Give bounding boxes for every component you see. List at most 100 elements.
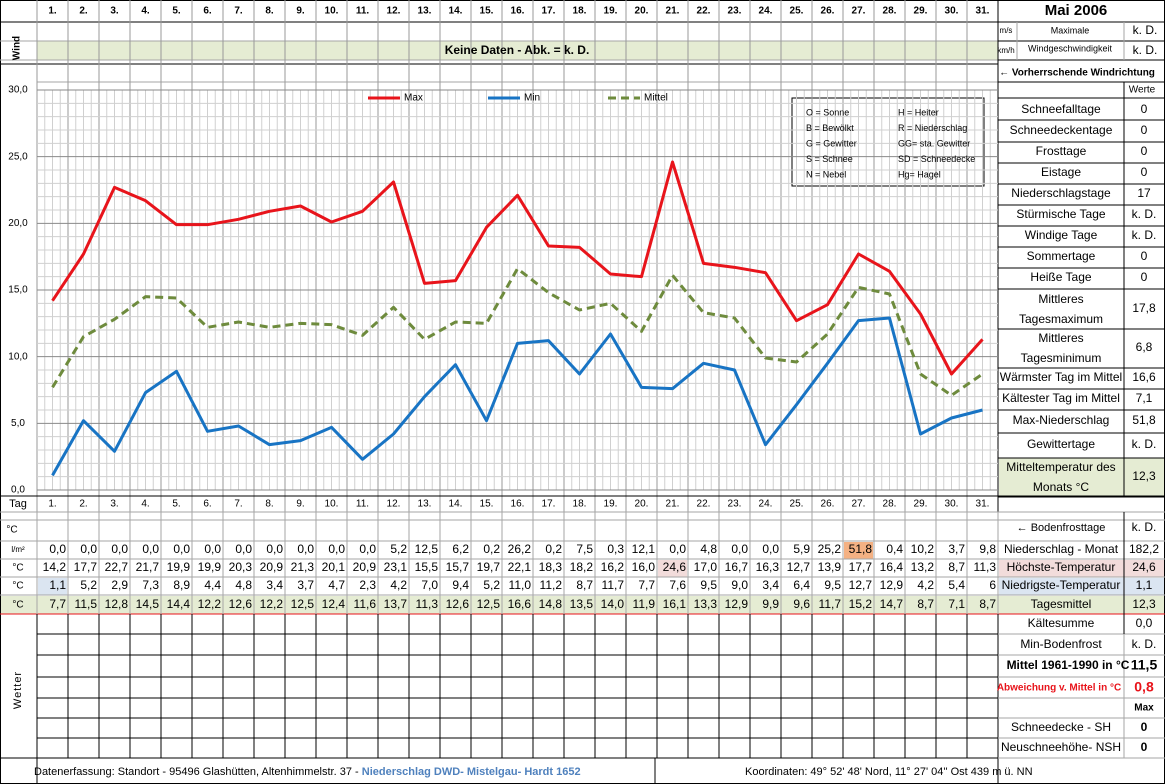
table-cell: 21,3: [291, 560, 315, 574]
table-cell: 14,8: [539, 597, 563, 611]
day-header: 25.: [790, 6, 804, 17]
mittel-1961-value: 11,5: [1131, 657, 1158, 673]
table-cell: 6,2: [452, 542, 469, 556]
stat-label: Mittleres: [1038, 331, 1083, 345]
day-header: 9.: [296, 6, 305, 17]
min-total-highlight: [999, 578, 1164, 595]
table-cell: 8,7: [917, 597, 934, 611]
table-cell: 14,5: [136, 597, 160, 611]
table-cell: 12,9: [725, 597, 749, 611]
table-cell: 16,2: [601, 560, 625, 574]
abweichung-label: Abweichung v. Mittel in °C: [997, 683, 1121, 694]
table-cell: 14,0: [601, 597, 625, 611]
table-cell: 0,2: [545, 542, 562, 556]
table-cell: 12,9: [880, 578, 904, 592]
stat-label: Kältester Tag im Mittel: [1002, 391, 1120, 405]
stat-value: k. D.: [1132, 437, 1157, 451]
table-cell: 12,1: [632, 542, 656, 556]
table-cell: 12,8: [105, 597, 129, 611]
table-cell: 12,7: [787, 560, 811, 574]
table-cell: 9,0: [731, 578, 748, 592]
stat-label: Tagesminimum: [1021, 351, 1102, 365]
stat-value: 17: [1137, 186, 1151, 200]
row-label: Tagesmittel: [1031, 597, 1092, 611]
table-cell: 2,9: [111, 578, 128, 592]
stat-value: 0: [1141, 144, 1148, 158]
wind-value-kmh: k. D.: [1133, 43, 1158, 57]
table-cell: 14,4: [167, 597, 191, 611]
day-footer: 4.: [141, 499, 149, 510]
stat-label: Schneedeckentage: [1010, 123, 1113, 137]
table-cell: 7,6: [669, 578, 686, 592]
wind-message: Keine Daten - Abk. = k. D.: [445, 43, 590, 57]
table-cell: 5,4: [948, 578, 965, 592]
y-tick-label: 0,0: [11, 485, 25, 496]
day-header: 4.: [141, 6, 150, 17]
weather-legend-item: Hg= Hagel: [898, 169, 941, 179]
table-cell: 13,2: [911, 560, 935, 574]
table-cell: 0,0: [669, 542, 686, 556]
row-total: 182,2: [1129, 542, 1159, 556]
table-cell: 12,7: [849, 578, 873, 592]
stat-value: 0: [1141, 123, 1148, 137]
weather-legend-item: H = Heiter: [898, 107, 939, 117]
stat-label: Sommertage: [1027, 249, 1096, 263]
table-cell: 5,2: [390, 542, 407, 556]
day-footer: 26.: [821, 499, 835, 510]
day-header: 30.: [945, 6, 959, 17]
table-cell: 4,7: [328, 578, 345, 592]
wind-message-bg: [37, 41, 998, 60]
table-cell: 14,2: [43, 560, 67, 574]
day-header: 7.: [234, 6, 243, 17]
unit-row-c: °C: [6, 525, 17, 536]
row-label: Niederschlag - Monat: [1004, 542, 1119, 556]
table-cell: 7,1: [948, 597, 965, 611]
stat-value: 16,6: [1132, 370, 1156, 384]
table-cell: 0,0: [762, 542, 779, 556]
day-header: 29.: [914, 6, 928, 17]
table-cell: 16,0: [632, 560, 656, 574]
day-footer: 20.: [635, 499, 649, 510]
max-wind-label-1: Maximale: [1051, 25, 1090, 35]
table-cell: 1,1: [49, 578, 66, 592]
day-footer: 8.: [265, 499, 273, 510]
day-header: 13.: [418, 6, 432, 17]
day-footer: 10.: [325, 499, 339, 510]
legend-label: Min: [524, 93, 540, 104]
stat-label: Tagesmaximum: [1019, 312, 1103, 326]
table-cell: 9,6: [793, 597, 810, 611]
day-header: 20.: [635, 6, 649, 17]
weather-legend-item: GG= sta. Gewitter: [898, 138, 970, 148]
table-cell: 0,0: [49, 542, 66, 556]
table-cell: 20,9: [353, 560, 377, 574]
stat-value: 0: [1141, 270, 1148, 284]
table-cell: 13,5: [570, 597, 594, 611]
table-cell: 11,2: [540, 578, 563, 592]
table-cell: 11,7: [602, 578, 625, 592]
stat-label: Gewittertage: [1027, 437, 1095, 451]
schneedecke-value: 0: [1141, 720, 1148, 734]
day-header: 28.: [883, 6, 897, 17]
precip-max-highlight: [844, 542, 873, 559]
table-cell: 19,7: [477, 560, 501, 574]
table-cell: 0,2: [483, 542, 500, 556]
row-unit: l/m²: [11, 545, 25, 554]
table-cell: 12,5: [415, 542, 439, 556]
table-cell: 6,4: [793, 578, 810, 592]
day-header: 12.: [387, 6, 401, 17]
table-cell: 7,3: [142, 578, 159, 592]
footer-source: Niederschlag DWD- Mistelgau- Hardt 1652: [362, 766, 581, 778]
stat-label: Monats °C: [1033, 480, 1089, 494]
table-cell: 17,7: [74, 560, 98, 574]
max-label: Max: [1134, 703, 1154, 714]
day-footer: 5.: [172, 499, 180, 510]
bodenfrost-min-value: k. D.: [1132, 637, 1157, 651]
stat-label: Stürmische Tage: [1016, 207, 1105, 221]
mittel-1961-label: Mittel 1961-1990 in °C: [1007, 658, 1130, 672]
day-footer: 17.: [542, 499, 556, 510]
row-total: 24,6: [1132, 560, 1156, 574]
table-cell: 0,4: [886, 542, 903, 556]
stat-label: Schneefalltage: [1021, 102, 1101, 116]
day-footer: 31.: [976, 499, 990, 510]
day-footer: 30.: [945, 499, 959, 510]
